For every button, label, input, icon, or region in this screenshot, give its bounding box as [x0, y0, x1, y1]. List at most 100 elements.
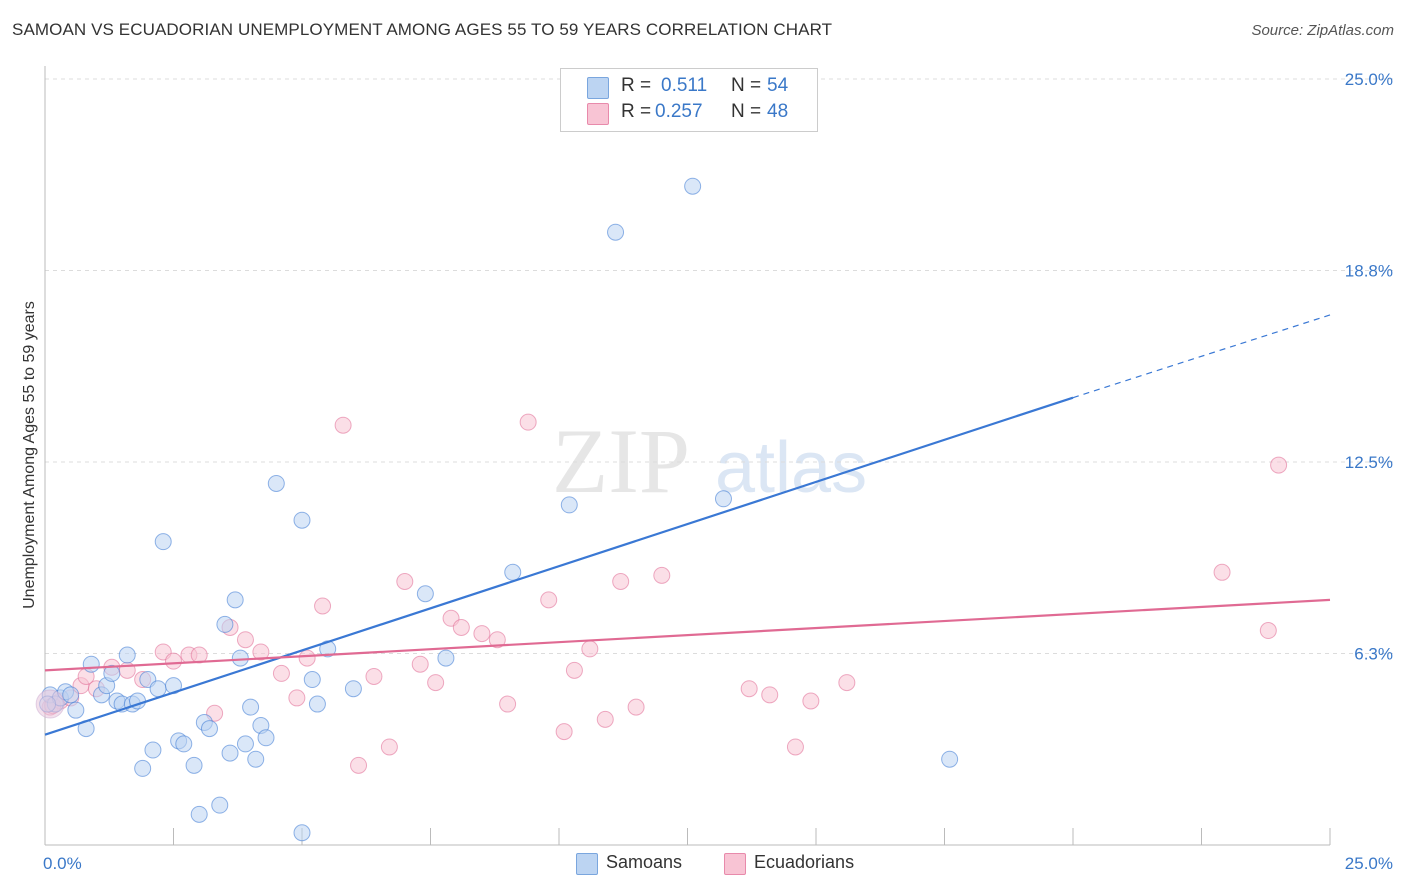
bottom-swatch-ecuadorians: [724, 853, 746, 875]
samoan-point: [221, 744, 239, 762]
legend-r-value-ecuadorians: 0.257: [655, 101, 703, 122]
legend-swatch-samoans: [587, 77, 609, 99]
ecuadorian-point: [555, 723, 573, 741]
ecuadorian-point: [252, 643, 270, 661]
samoan-point: [293, 824, 311, 842]
ecuadorian-point: [1259, 622, 1277, 640]
legend-n-label: N =: [731, 75, 762, 96]
samoan-point: [103, 664, 121, 682]
legend-r-label: R =: [621, 75, 652, 96]
ecuadorian-point: [1213, 563, 1231, 581]
ecuadorian-point: [761, 686, 779, 704]
samoan-point: [267, 474, 285, 492]
samoan-point: [144, 741, 162, 759]
ecuadorian-point: [838, 674, 856, 692]
samoan-point: [607, 223, 625, 241]
ecuadorian-point: [452, 618, 470, 636]
ecuadorian-point: [740, 680, 758, 698]
ecuadorian-point: [272, 664, 290, 682]
samoan-point: [236, 735, 254, 753]
samoan-point: [344, 680, 362, 698]
ecuadorian-point: [411, 655, 429, 673]
ecuadorian-point: [288, 689, 306, 707]
x-tick-label: 0.0%: [43, 854, 82, 873]
ecuadorian-point: [334, 416, 352, 434]
ecuadorian-point: [1270, 456, 1288, 474]
ecuadorian-point: [653, 566, 671, 584]
y-tick-label: 25.0%: [1345, 70, 1393, 89]
samoan-point: [684, 177, 702, 195]
ecuadorian-point: [802, 692, 820, 710]
ecuadorian-point: [488, 631, 506, 649]
ecuadorian-point: [473, 625, 491, 643]
watermark-zip: ZIP: [552, 410, 690, 512]
samoan-point: [226, 591, 244, 609]
ecuadorian-point: [190, 646, 208, 664]
y-tick-label: 6.3%: [1354, 645, 1393, 664]
y-axis-label: Unemployment Among Ages 55 to 59 years: [21, 301, 38, 609]
samoan-point: [242, 698, 260, 716]
samoan-trend-extension: [1072, 314, 1331, 399]
samoan-point: [247, 750, 265, 768]
ecuadorian-point: [427, 674, 445, 692]
y-axis-label-wrap: Unemployment Among Ages 55 to 59 years: [16, 265, 44, 645]
legend-n-value-samoans: 54: [767, 75, 789, 96]
samoan-point: [82, 655, 100, 673]
ecuadorian-point: [350, 756, 368, 774]
ecuadorian-point: [596, 710, 614, 728]
samoan-point: [62, 686, 80, 704]
legend-swatch-ecuadorians: [587, 103, 609, 125]
samoan-point: [303, 671, 321, 689]
samoan-point: [437, 649, 455, 667]
ecuadorian-point: [540, 591, 558, 609]
ecuadorian-point: [786, 738, 804, 756]
ecuadorian-point: [612, 572, 630, 590]
bottom-legend-label-samoans: Samoans: [606, 852, 683, 872]
samoan-point: [175, 735, 193, 753]
samoan-point: [200, 720, 218, 738]
ecuadorian-trend-line: [44, 598, 1331, 672]
ecuadorian-point: [499, 695, 517, 713]
ecuadorian-point: [581, 640, 599, 658]
samoan-point: [154, 533, 172, 551]
samoan-point: [134, 759, 152, 777]
samoan-point: [560, 496, 578, 514]
samoan-point: [118, 646, 136, 664]
cluster-point: [35, 689, 65, 719]
samoan-point: [293, 511, 311, 529]
samoan-point: [216, 615, 234, 633]
samoan-point: [185, 756, 203, 774]
samoan-point: [190, 805, 208, 823]
ecuadorian-point: [380, 738, 398, 756]
samoan-point: [257, 729, 275, 747]
bottom-swatch-samoans: [576, 853, 598, 875]
samoan-point: [231, 649, 249, 667]
samoan-point: [308, 695, 326, 713]
legend-n-label: N =: [731, 101, 762, 122]
samoan-trend-line: [44, 396, 1074, 736]
ecuadorian-point: [396, 572, 414, 590]
samoan-point: [504, 563, 522, 581]
y-tick-label: 12.5%: [1345, 453, 1393, 472]
legend-n-value-ecuadorians: 48: [767, 101, 789, 122]
legend-r-value-samoans: 0.511: [661, 75, 708, 96]
ecuadorian-point: [627, 698, 645, 716]
samoan-point: [941, 750, 959, 768]
correlation-legend: R = 0.511 N = 54 R = 0.257 N = 48: [560, 68, 818, 132]
chart-source: Source: ZipAtlas.com: [1251, 22, 1394, 39]
ecuadorian-point: [165, 652, 182, 670]
y-tick-label: 18.8%: [1345, 262, 1393, 281]
ecuadorian-point: [236, 631, 254, 649]
samoan-point: [714, 490, 732, 508]
ecuadorian-point: [519, 413, 537, 431]
legend-r-label: R =: [621, 101, 652, 122]
watermark-atlas: atlas: [715, 428, 867, 508]
ecuadorian-point: [565, 661, 583, 679]
x-tick-label: 25.0%: [1345, 854, 1393, 873]
samoan-point: [416, 585, 434, 603]
ecuadorian-point: [314, 597, 332, 615]
samoan-point: [149, 680, 167, 698]
ecuadorian-point: [365, 667, 383, 685]
ecuadorian-point: [298, 649, 316, 667]
